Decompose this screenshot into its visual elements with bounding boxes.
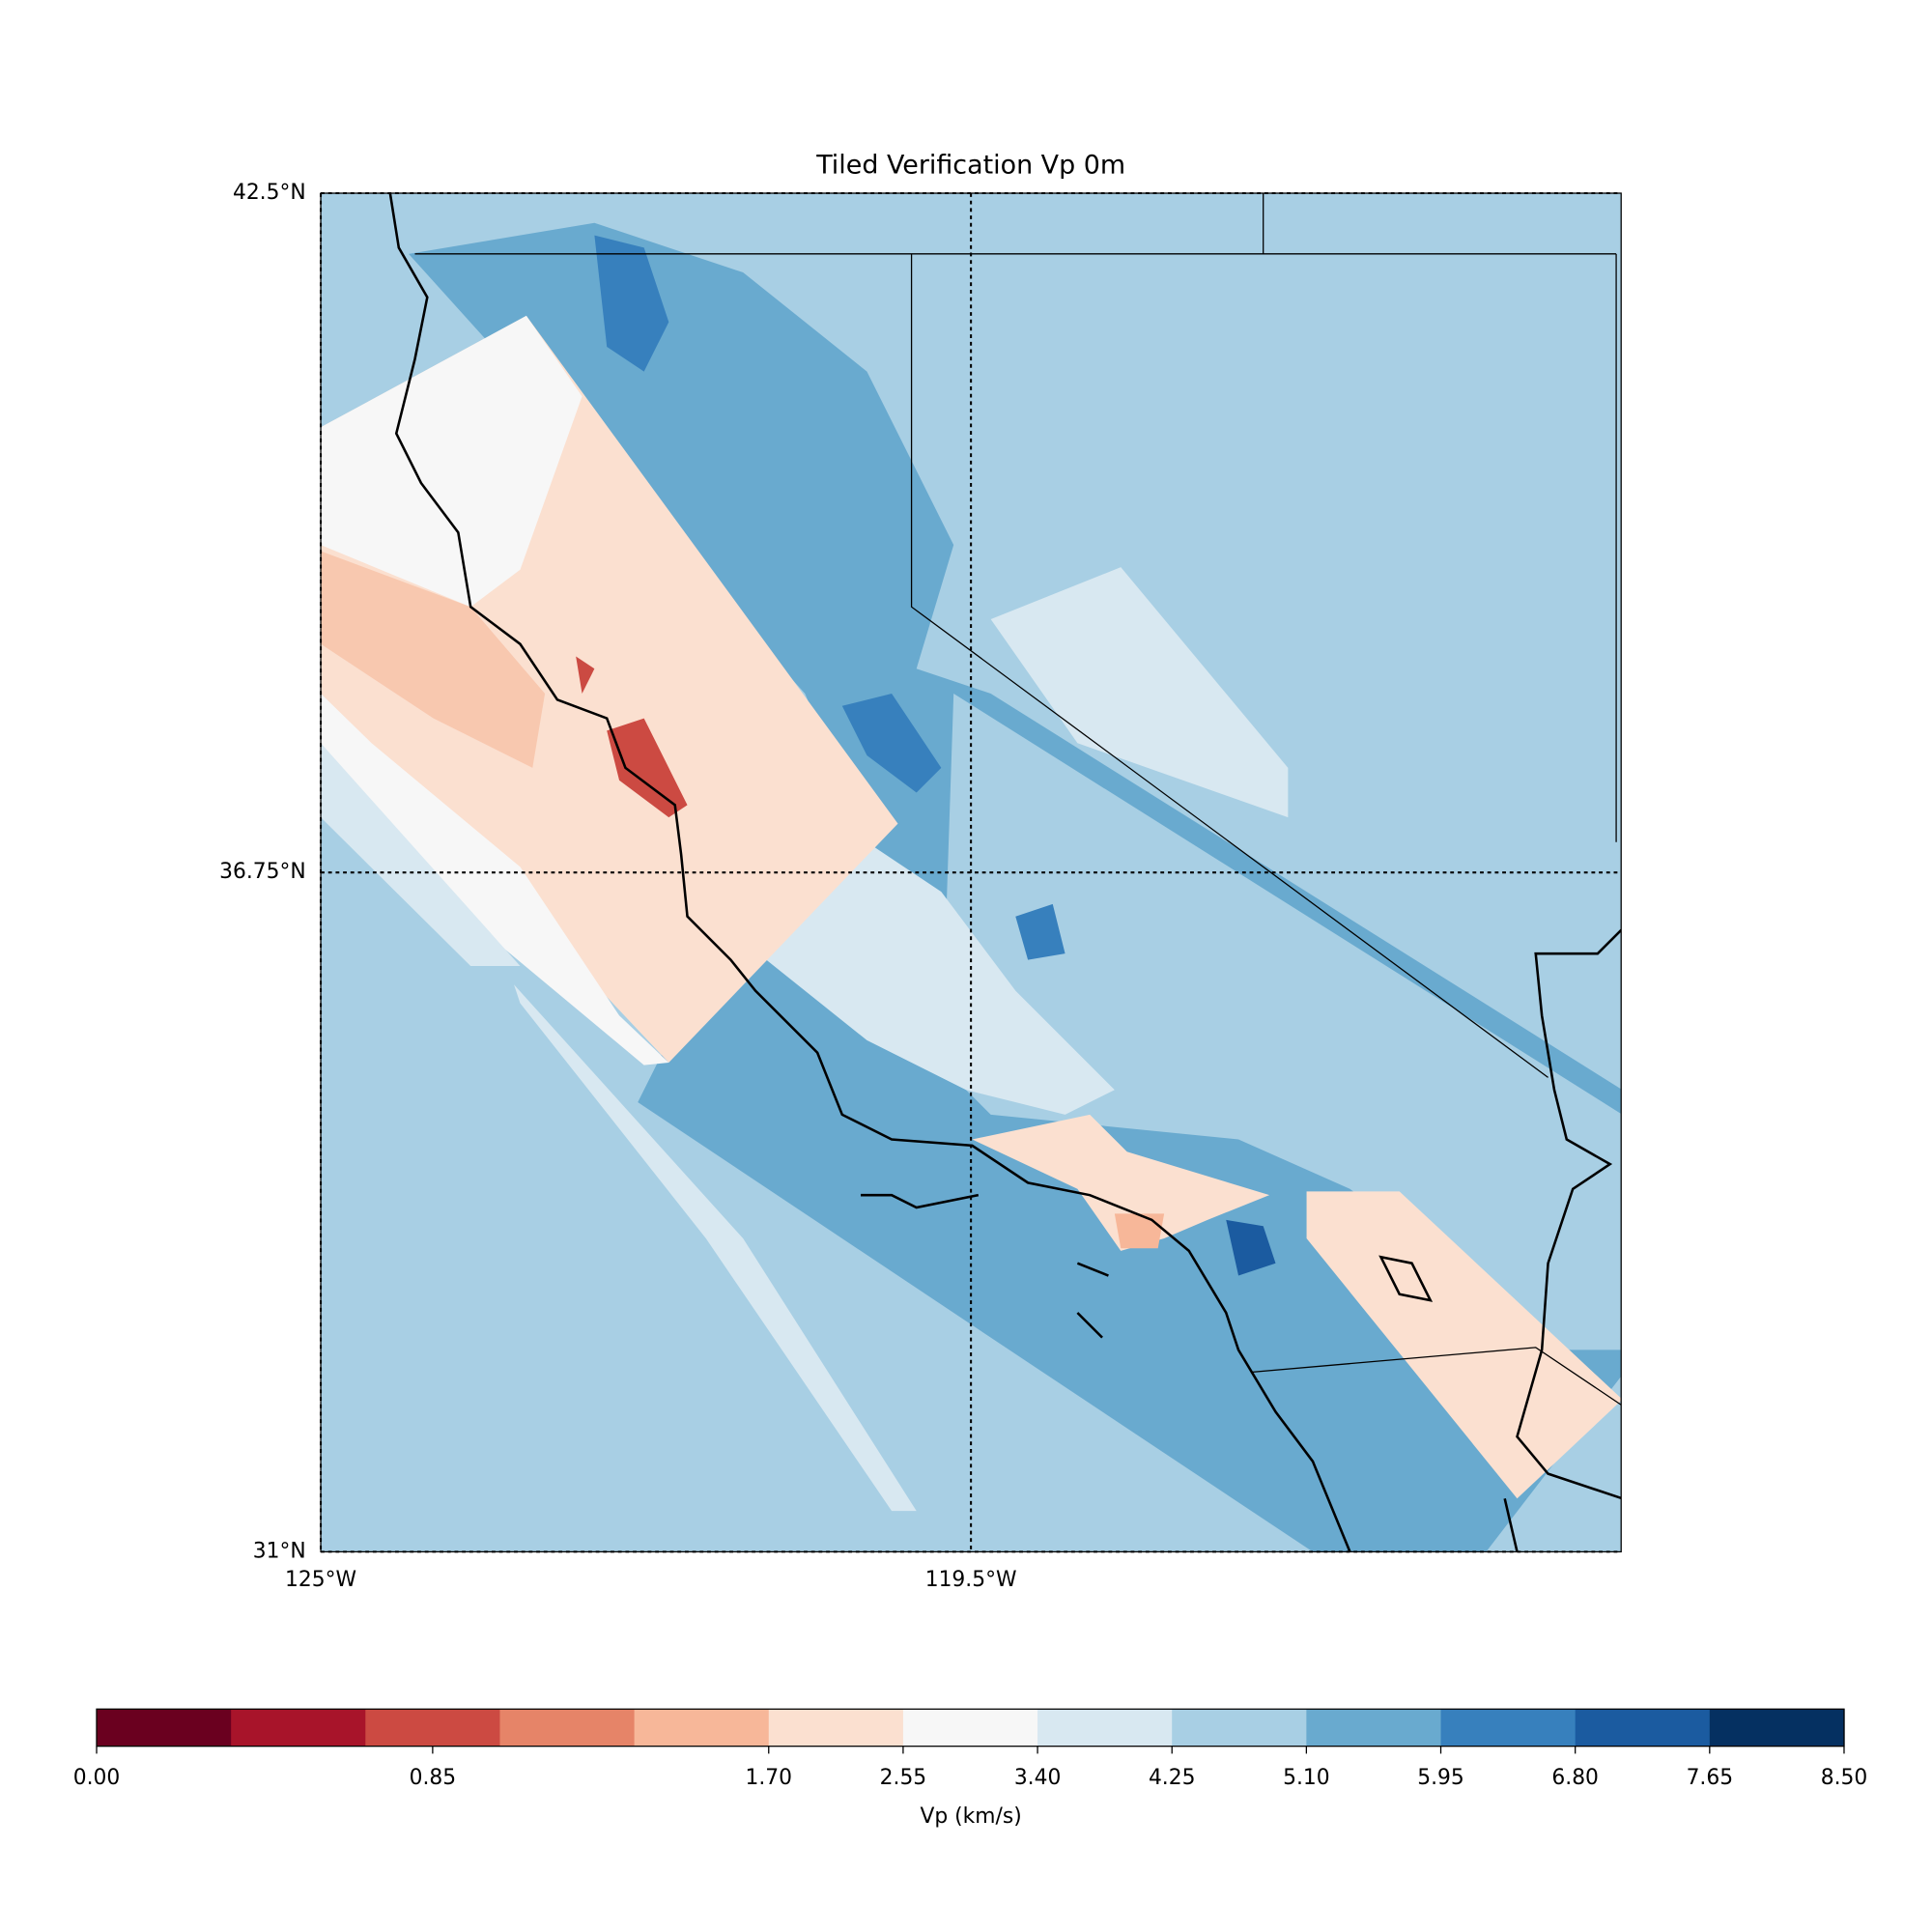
field-region: [1114, 1213, 1165, 1249]
field-region: [321, 693, 669, 1065]
colorbar-tick-label: 0.85: [410, 1766, 457, 1790]
colorbar-tick-label: 7.65: [1687, 1766, 1734, 1790]
colorbar-tick-label: 8.50: [1821, 1766, 1867, 1790]
colorbar-segment: [634, 1709, 770, 1747]
field-region: [990, 567, 1289, 818]
coastline: [1503, 928, 1622, 1552]
colorbar-segment: [1440, 1709, 1577, 1747]
field-region: [841, 693, 942, 793]
boundaries: [388, 193, 1622, 1552]
colorbar-segment: [1709, 1709, 1845, 1747]
colorbar-segment: [1575, 1709, 1711, 1747]
colorbar-tick-label: 4.25: [1149, 1766, 1196, 1790]
field-region: [1015, 903, 1065, 960]
chart-title: Tiled Verification Vp 0m: [815, 150, 1125, 180]
y-tick-label: 31°N: [253, 1539, 306, 1563]
colorbar-segment: [97, 1709, 232, 1747]
colorbar-tick-label: 5.10: [1283, 1766, 1330, 1790]
coastline: [388, 193, 1351, 1552]
colorbar-tick-label: 2.55: [880, 1766, 927, 1790]
y-tick-label: 36.75°N: [219, 860, 306, 884]
y-tick-label: 42.5°N: [233, 181, 306, 205]
colorbar-segment: [902, 1709, 1038, 1747]
colorbar-segment: [1306, 1709, 1442, 1747]
field-region: [594, 235, 669, 372]
border: [414, 193, 1622, 1406]
colorbar-tick-label: 1.70: [746, 1766, 793, 1790]
field-region: [321, 743, 521, 967]
coastline: [861, 1193, 1434, 1339]
colorbar-segment: [365, 1709, 501, 1747]
colorbar-segment: [1172, 1709, 1308, 1747]
x-tick-label: 125°W: [285, 1568, 356, 1592]
field-region: [607, 718, 688, 818]
colorbar-tick-label: 6.80: [1551, 1766, 1599, 1790]
field-region: [972, 1114, 1270, 1251]
colorbar-tick-label: 5.95: [1417, 1766, 1464, 1790]
field-region: [1226, 1219, 1276, 1276]
colorbar-segment: [768, 1709, 904, 1747]
field-region: [743, 841, 1115, 1115]
colorbar-segment: [231, 1709, 366, 1747]
field-region: [941, 693, 1622, 1350]
colorbar-label: Vp (km/s): [921, 1804, 1022, 1829]
field-region: [321, 551, 546, 768]
x-tick-label: 119.5°W: [925, 1568, 1017, 1592]
colorbar-frame: [96, 1708, 1845, 1747]
colorbar-segment: [1037, 1709, 1173, 1747]
colorbar-segment: [499, 1709, 636, 1747]
field-region: [321, 315, 582, 608]
field-region: [514, 984, 917, 1512]
colorbar-tick-label: 0.00: [73, 1766, 120, 1790]
colorbar-tick-label: 3.40: [1014, 1766, 1062, 1790]
